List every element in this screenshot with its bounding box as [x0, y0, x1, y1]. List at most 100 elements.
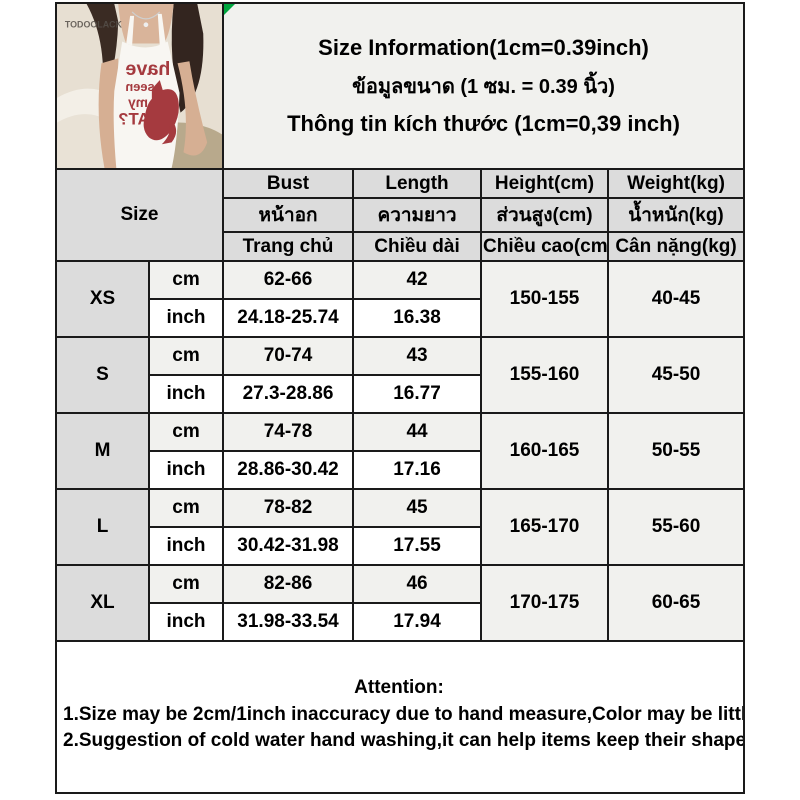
size-row-m-cm: M cm 74-78 44 160-165 50-55 [55, 412, 746, 491]
size-label-s: S [55, 336, 150, 415]
cell-xl-length-inch: 17.94 [352, 602, 483, 643]
unit-cell-s-inch: inch [147, 374, 225, 415]
cell-m-length-inch: 17.16 [352, 450, 483, 491]
weight-header-th: น้ำหนัก(kg) [607, 197, 746, 234]
attention-note-1: 1.Size may be 2cm/1inch inaccuracy due t… [63, 703, 742, 725]
cell-xl-height: 170-175 [480, 564, 610, 643]
height-header-vi: Chiều cao(cm) [480, 231, 610, 263]
unit-cell-m-cm: cm [147, 412, 225, 453]
cell-s-length-inch: 16.77 [352, 374, 483, 415]
attention-cell: Attention: 1.Size may be 2cm/1inch inacc… [54, 640, 746, 795]
length-header-en: Length [352, 168, 483, 200]
size-label-m: M [55, 412, 150, 491]
cell-xl-length-cm: 46 [352, 564, 483, 605]
title-english: Size Information(1cm=0.39inch) [318, 35, 649, 60]
cell-m-height: 160-165 [480, 412, 610, 491]
length-header-vi: Chiều dài [352, 231, 483, 263]
shirt-print: have seen my CAT? [118, 58, 179, 145]
hair-right [171, 5, 204, 113]
length-header-th: ความยาว [352, 197, 483, 234]
photo-watermark: TODOOLACK [65, 20, 123, 30]
size-row-xs-cm: XS cm 62-66 42 150-155 40-45 [55, 260, 746, 339]
unit-cell-xs-cm: cm [147, 260, 225, 301]
unit-cell-l-inch: inch [147, 526, 225, 567]
title-stack: Size Information(1cm=0.39inch) ข้อมูลขนา… [225, 35, 742, 137]
unit-cell-l-cm: cm [147, 488, 225, 529]
title-thai: ข้อมูลขนาด (1 ซม. = 0.39 นิ้ว) [352, 76, 615, 98]
cell-xs-weight: 40-45 [607, 260, 746, 339]
product-photo-cell: have seen my CAT? TODOOLACK [54, 1, 225, 171]
cell-m-bust-inch: 28.86-30.42 [222, 450, 355, 491]
banner-row: have seen my CAT? TODOOLACK [54, 1, 746, 171]
cell-xs-bust-cm: 62-66 [222, 260, 355, 301]
bust-header-en: Bust [222, 168, 355, 200]
cell-xl-bust-inch: 31.98-33.54 [222, 602, 355, 643]
cell-s-height: 155-160 [480, 336, 610, 415]
cat-tail [161, 122, 177, 145]
size-label-xl: XL [55, 564, 150, 643]
bust-header-vi: Trang chủ [222, 231, 355, 263]
size-label-xs: XS [55, 260, 150, 339]
tank-strap-right [157, 13, 166, 46]
attention-note-2: 2.Suggestion of cold water hand washing,… [63, 730, 745, 752]
necklace-chain [131, 11, 161, 20]
attention-row: Attention: 1.Size may be 2cm/1inch inacc… [54, 640, 746, 795]
cell-s-weight: 45-50 [607, 336, 746, 415]
print-word-3: my [128, 94, 148, 110]
cell-m-bust-cm: 74-78 [222, 412, 355, 453]
size-row-xs-inch: inch 24.18-25.74 16.38 [56, 298, 744, 339]
unit-cell-xl-inch: inch [147, 602, 225, 643]
unit-cell-xl-cm: cm [147, 564, 225, 605]
arm-right [177, 61, 208, 156]
header-row-vietnamese: Trang chủ Chiều dài Chiều cao(cm) Cân nặ… [56, 231, 746, 263]
cell-s-bust-inch: 27.3-28.86 [222, 374, 355, 415]
size-row-l-inch: inch 30.42-31.98 17.55 [56, 526, 744, 567]
cell-l-weight: 55-60 [607, 488, 746, 567]
weight-header-en: Weight(kg) [607, 168, 746, 200]
cell-xs-length-inch: 16.38 [352, 298, 483, 339]
cell-xs-length-cm: 42 [352, 260, 483, 301]
height-header-en: Height(cm) [480, 168, 610, 200]
cell-s-length-cm: 43 [352, 336, 483, 377]
cell-xs-height: 150-155 [480, 260, 610, 339]
size-row-l-cm: L cm 78-82 45 165-170 55-60 [55, 488, 746, 567]
cell-m-length-cm: 44 [352, 412, 483, 453]
cell-l-bust-inch: 30.42-31.98 [222, 526, 355, 567]
height-header-th: ส่วนสูง(cm) [480, 197, 610, 234]
cell-l-length-cm: 45 [352, 488, 483, 529]
bed-sheet-fold [58, 114, 109, 168]
print-word-2: seen [125, 79, 154, 94]
attention-heading: Attention: [354, 677, 444, 699]
size-row-s-cm: S cm 70-74 43 155-160 45-50 [55, 336, 746, 415]
size-label-l: L [55, 488, 150, 567]
cell-xs-bust-inch: 24.18-25.74 [222, 298, 355, 339]
title-cell: Size Information(1cm=0.39inch) ข้อมูลขนา… [222, 1, 746, 171]
size-table: have seen my CAT? TODOOLACK [54, 1, 746, 795]
tank-strap-left [126, 15, 135, 46]
size-row-m-inch: inch 28.86-30.42 17.16 [56, 450, 744, 491]
cell-xl-weight: 60-65 [607, 564, 746, 643]
cell-l-bust-cm: 78-82 [222, 488, 355, 529]
size-chart-sheet: have seen my CAT? TODOOLACK [54, 1, 746, 795]
unit-cell-m-inch: inch [147, 450, 225, 491]
title-vietnamese: Thông tin kích thước (1cm=0,39 inch) [287, 111, 680, 136]
size-row-s-inch: inch 27.3-28.86 16.77 [56, 374, 744, 415]
necklace-pendant [143, 22, 149, 28]
cell-xl-bust-cm: 82-86 [222, 564, 355, 605]
cell-m-weight: 50-55 [607, 412, 746, 491]
cell-l-length-inch: 17.55 [352, 526, 483, 567]
cell-l-height: 165-170 [480, 488, 610, 567]
green-corner-marker-icon [225, 5, 236, 15]
unit-cell-s-cm: cm [147, 336, 225, 377]
size-row-xl-cm: XL cm 82-86 46 170-175 60-65 [55, 564, 746, 643]
size-row-xl-inch: inch 31.98-33.54 17.94 [56, 602, 744, 643]
bust-header-th: หน้าอก [222, 197, 355, 234]
weight-header-vi: Cân nặng(kg) [607, 231, 746, 263]
product-photo: have seen my CAT? TODOOLACK [58, 5, 222, 168]
header-row-english: Size Bust Length Height(cm) Weight(kg) [54, 168, 746, 263]
cell-s-bust-cm: 70-74 [222, 336, 355, 377]
header-row-thai: หน้าอก ความยาว ส่วนสูง(cm) น้ำหนัก(kg) [56, 197, 746, 234]
unit-cell-xs-inch: inch [147, 298, 225, 339]
print-word-1: have [125, 58, 170, 80]
size-header: Size [54, 168, 225, 263]
